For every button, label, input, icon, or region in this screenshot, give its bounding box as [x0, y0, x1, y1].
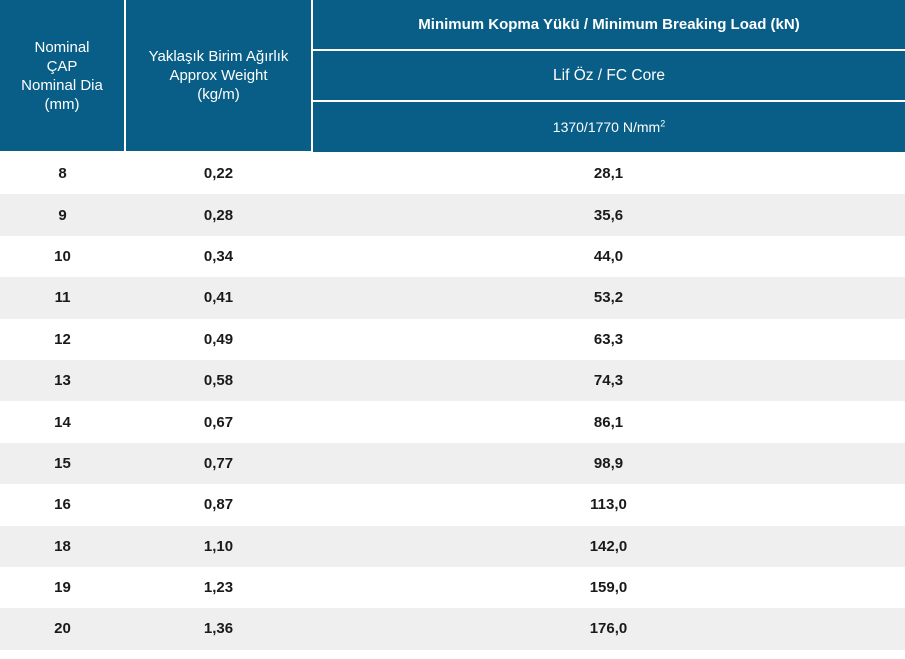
- cell-nominal-dia: 18: [0, 525, 125, 567]
- header-nominal-dia: Nominal ÇAP Nominal Dia (mm): [0, 0, 125, 153]
- header-tensile-grade-sup: 2: [660, 117, 666, 128]
- header-approx-weight-line: (kg/m): [197, 86, 240, 103]
- table-row: 11 0,41 53,2: [0, 277, 905, 319]
- header-breaking-load: Minimum Kopma Yükü / Minimum Breaking Lo…: [311, 0, 905, 51]
- cell-breaking-load: 98,9: [312, 442, 905, 485]
- header-approx-weight: Yaklaşık Birim Ağırlık Approx Weight (kg…: [124, 0, 312, 153]
- header-nominal-dia-line: Nominal Dia: [21, 76, 103, 94]
- table-row: 14 0,67 86,1: [0, 401, 905, 443]
- cell-approx-weight: 0,77: [125, 442, 312, 485]
- cell-approx-weight: 1,10: [125, 525, 312, 567]
- table-row: 16 0,87 113,0: [0, 484, 905, 526]
- table-row: 13 0,58 74,3: [0, 359, 905, 402]
- cell-approx-weight: 0,58: [125, 359, 312, 402]
- cell-approx-weight: 0,22: [125, 152, 312, 195]
- table-row: 20 1,36 176,0: [0, 608, 905, 650]
- cell-approx-weight: 0,34: [125, 235, 312, 278]
- cell-approx-weight: 0,87: [125, 484, 312, 526]
- cell-nominal-dia: 19: [0, 566, 125, 609]
- cell-breaking-load: 113,0: [312, 484, 905, 526]
- table-row: 19 1,23 159,0: [0, 566, 905, 609]
- cell-nominal-dia: 11: [0, 277, 125, 319]
- header-nominal-dia-line: (mm): [44, 95, 80, 113]
- cell-nominal-dia: 16: [0, 484, 125, 526]
- header-approx-weight-line: Yaklaşık Birim Ağırlık: [148, 48, 289, 65]
- table-body: 8 0,22 28,1 9 0,28 35,6 10 0,34 44,0 11 0,41 53,2 12…: [0, 152, 905, 650]
- cell-breaking-load: 44,0: [312, 235, 905, 278]
- cell-breaking-load: 35,6: [312, 194, 905, 236]
- cell-approx-weight: 0,67: [125, 401, 312, 443]
- header-tensile-grade-text: 1370/1770 N/mm: [552, 118, 661, 135]
- table-row: 15 0,77 98,9: [0, 442, 905, 485]
- cell-nominal-dia: 9: [0, 194, 125, 236]
- cell-approx-weight: 1,36: [125, 608, 312, 650]
- cell-breaking-load: 86,1: [312, 401, 905, 443]
- header-nominal-dia-line: Nominal: [34, 38, 90, 56]
- table-row: 9 0,28 35,6: [0, 194, 905, 236]
- header-nominal-dia-line: ÇAP: [46, 57, 78, 75]
- header-core-type: Lif Öz / FC Core: [311, 50, 905, 102]
- cell-nominal-dia: 15: [0, 442, 125, 485]
- cell-approx-weight: 0,41: [125, 277, 312, 319]
- cell-nominal-dia: 12: [0, 318, 125, 360]
- cell-approx-weight: 0,49: [125, 318, 312, 360]
- cell-approx-weight: 0,28: [125, 194, 312, 236]
- cell-approx-weight: 1,23: [125, 566, 312, 609]
- header-tensile-grade: 1370/1770 N/mm2: [311, 101, 905, 152]
- cell-nominal-dia: 13: [0, 359, 125, 402]
- cell-breaking-load: 142,0: [312, 525, 905, 567]
- cell-nominal-dia: 20: [0, 608, 125, 650]
- cell-breaking-load: 53,2: [312, 277, 905, 319]
- header-approx-weight-line: Approx Weight: [169, 67, 268, 84]
- table-row: 8 0,22 28,1: [0, 152, 905, 195]
- table-row: 18 1,10 142,0: [0, 525, 905, 567]
- cell-breaking-load: 63,3: [312, 318, 905, 360]
- cell-nominal-dia: 10: [0, 235, 125, 278]
- cell-nominal-dia: 8: [0, 152, 125, 195]
- table-row: 10 0,34 44,0: [0, 235, 905, 278]
- cell-breaking-load: 28,1: [312, 152, 905, 195]
- cell-breaking-load: 176,0: [312, 608, 905, 650]
- table-row: 12 0,49 63,3: [0, 318, 905, 360]
- table-header: Nominal ÇAP Nominal Dia (mm) Yaklaşık Bi…: [0, 0, 905, 153]
- cell-breaking-load: 74,3: [312, 359, 905, 402]
- cell-breaking-load: 159,0: [312, 566, 905, 609]
- cell-nominal-dia: 14: [0, 401, 125, 443]
